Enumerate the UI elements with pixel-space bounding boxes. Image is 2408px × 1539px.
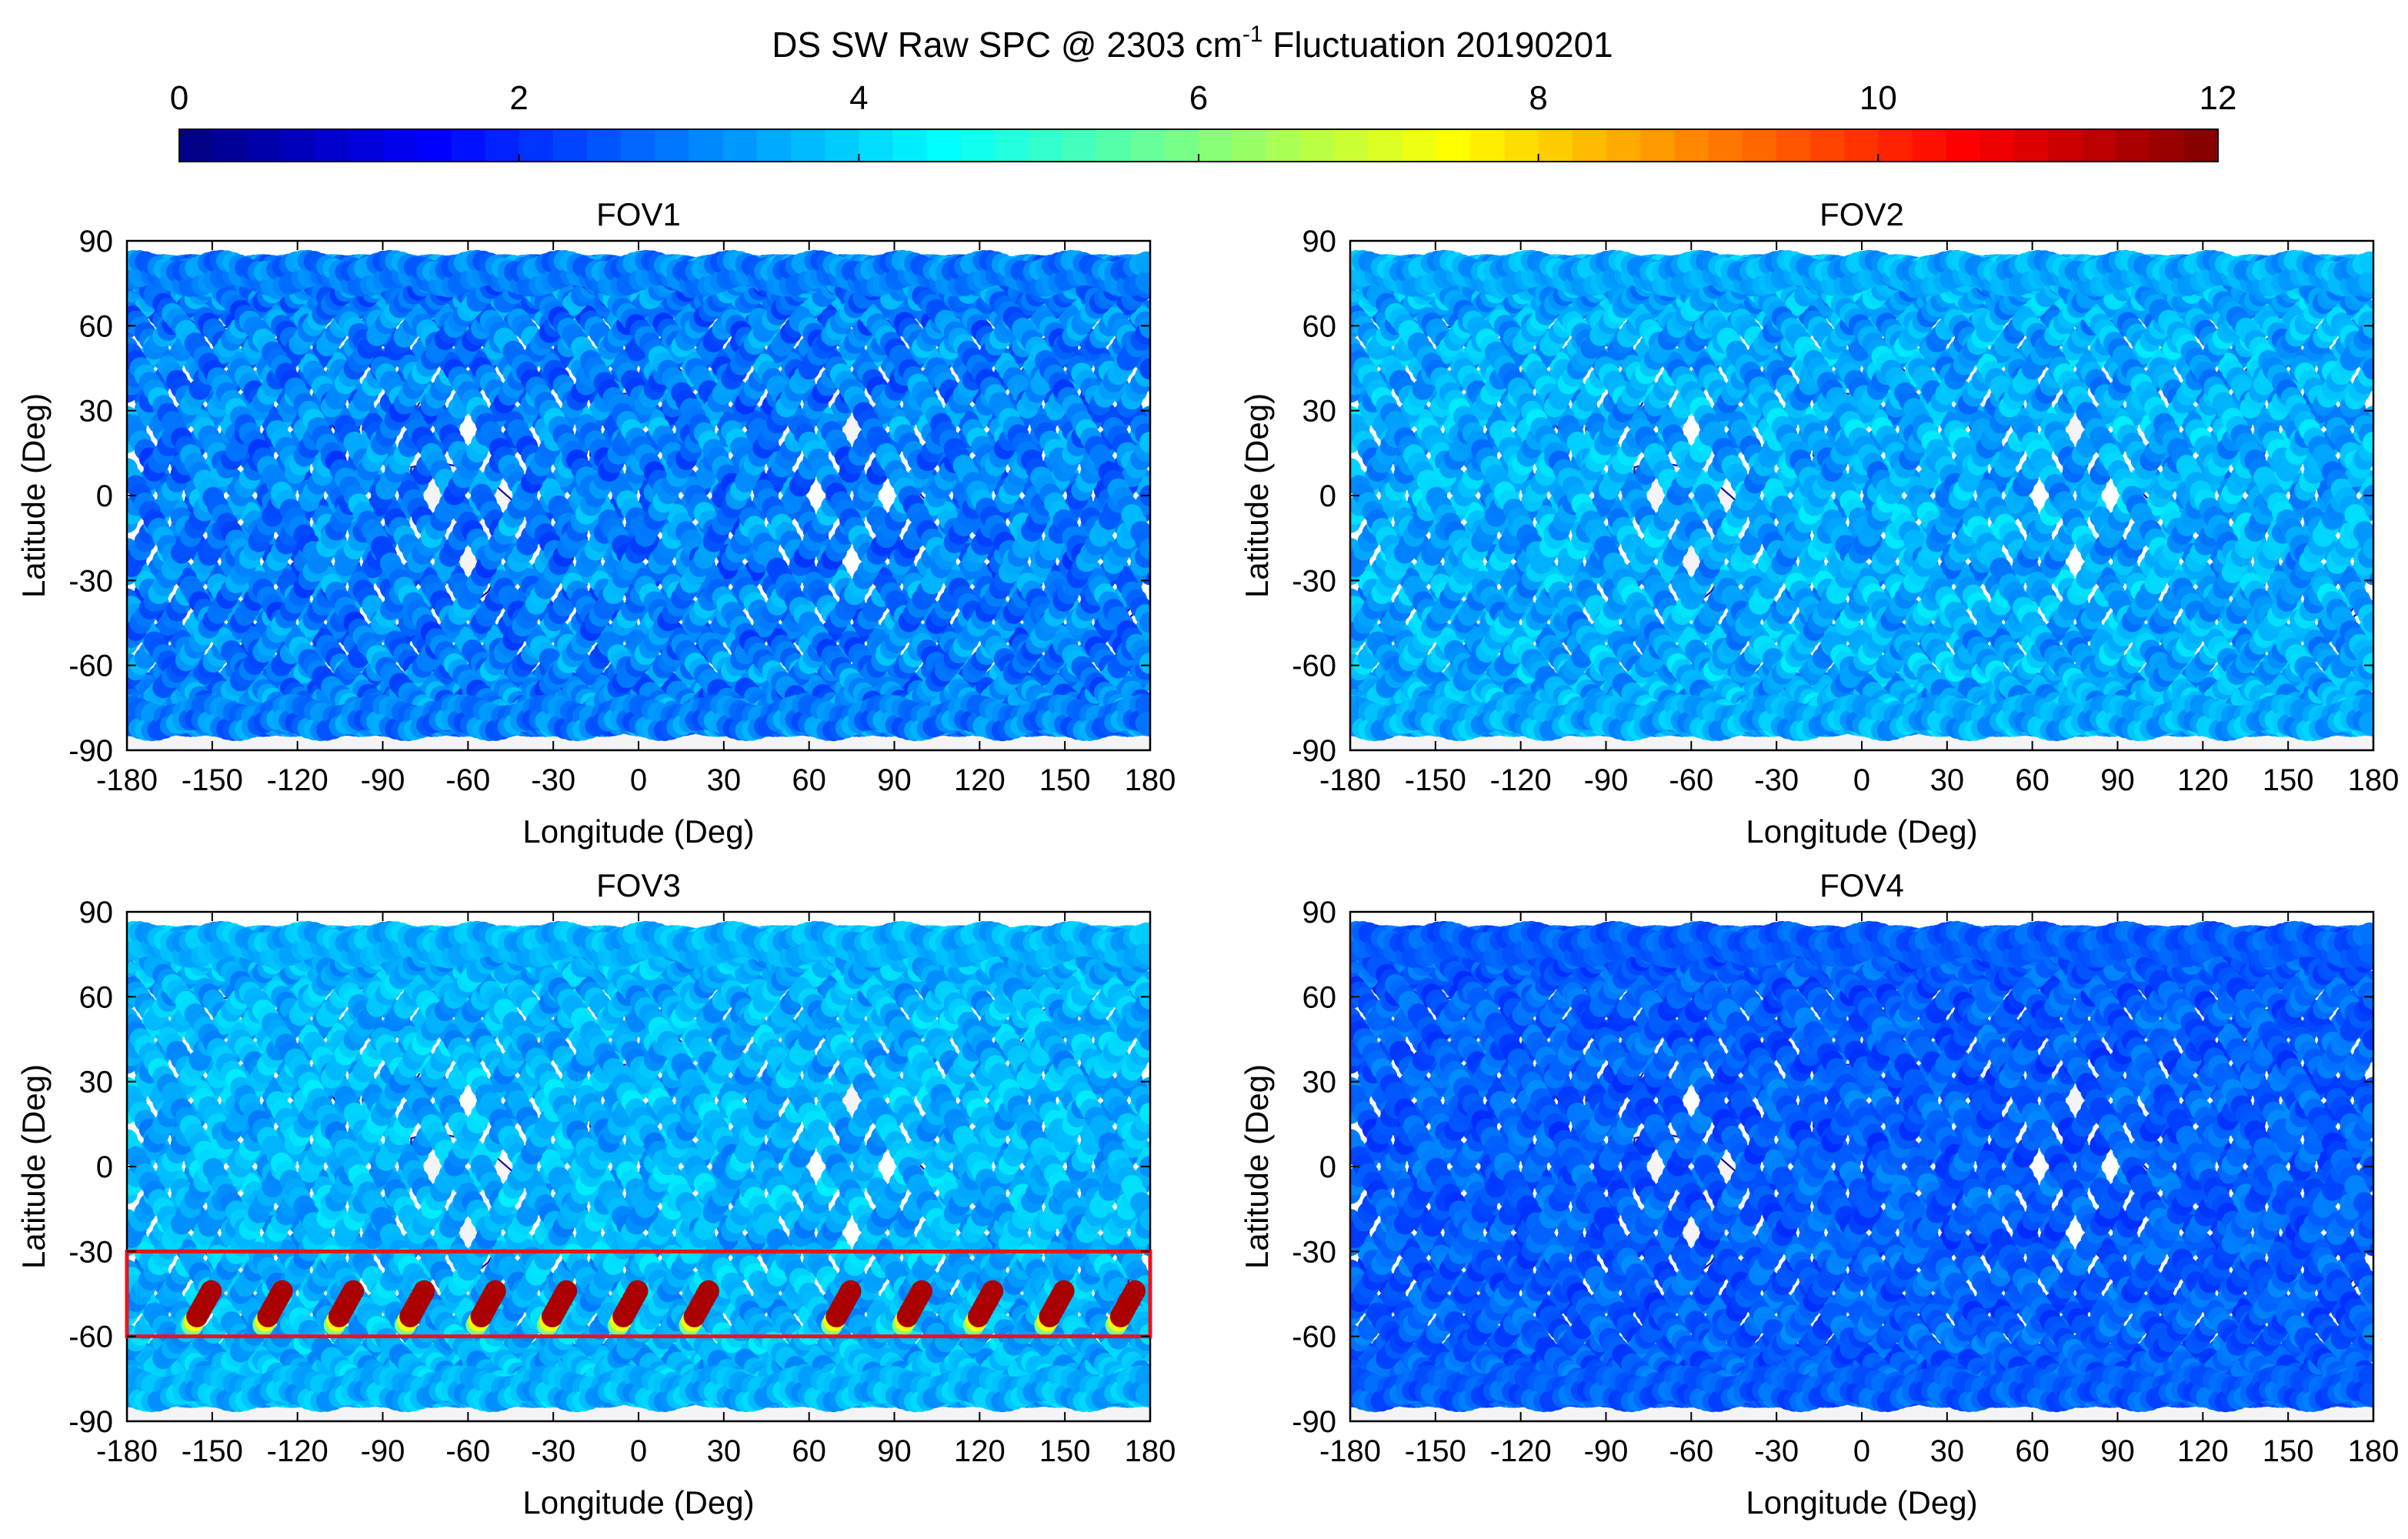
colorbar-segments [179,129,2219,162]
colorbar-segment [417,129,452,162]
colorbar-segment [247,129,282,162]
colorbar-segment [995,129,1029,162]
colorbar-tick-label: 4 [849,79,868,117]
colorbar-segment [485,129,520,162]
colorbar-segment [1708,129,1743,162]
colorbar-segment [315,129,350,162]
colorbar-segment [1300,129,1336,162]
colorbar-segment [2183,129,2219,162]
colorbar-segment [1742,129,1777,162]
colorbar-segment [1538,129,1573,162]
colorbar-tick-label: 6 [1189,79,1208,117]
colorbar-tick-label: 12 [2200,79,2237,117]
figure-title: DS SW Raw SPC @ 2303 cm-1 Fluctuation 20… [772,22,1613,65]
colorbar-segment [1504,129,1539,162]
colorbar-segment [1062,129,1098,162]
colorbar-ticks: 0 2 4 6 8 10 12 [170,79,2237,162]
colorbar-segment [383,129,418,162]
colorbar-segment [1979,129,2015,162]
orbit-tracks [127,249,1150,742]
colorbar-tick-label: 8 [1529,79,1547,117]
colorbar-segment [349,129,384,162]
colorbar-segment [1640,129,1675,162]
colorbar-segment [756,129,792,162]
colorbar-segment [621,129,655,162]
colorbar-segment [960,129,996,162]
colorbar-segment [655,129,690,162]
colorbar-segment [1470,129,1506,162]
colorbar-segment [1029,129,1063,162]
panel-title: FOV1 [596,196,681,232]
colorbar-segment [859,129,894,162]
colorbar-segment [1334,129,1369,162]
colorbar-tick-label: 0 [170,79,188,117]
colorbar-segment [1402,129,1437,162]
colorbar-segment [1810,129,1845,162]
colorbar-segment [892,129,928,162]
colorbar-segment [1232,129,1267,162]
colorbar-segment [1946,129,1981,162]
colorbar-segment [519,129,554,162]
colorbar-segment [1844,129,1879,162]
colorbar-segment [2082,129,2117,162]
colorbar-segment [451,129,486,162]
colorbar-segment [1776,129,1811,162]
colorbar-segment [1572,129,1607,162]
colorbar-segment [791,129,825,162]
colorbar-segment [552,129,588,162]
colorbar-segment [2150,129,2185,162]
colorbar-segment [1368,129,1403,162]
colorbar-segment [825,129,859,162]
colorbar-segment [1912,129,1947,162]
colorbar-segment [1266,129,1302,162]
colorbar-segment [2048,129,2083,162]
colorbar-segment [1130,129,1166,162]
colorbar-tick-label: 10 [1859,79,1897,117]
colorbar-segment [1436,129,1471,162]
colorbar-segment [689,129,724,162]
colorbar-segment [2116,129,2151,162]
colorbar-segment [2014,129,2049,162]
colorbar-tick-label: 2 [509,79,528,117]
colorbar-segment [587,129,622,162]
colorbar-segment [1606,129,1641,162]
colorbar-segment [1674,129,1709,162]
colorbar-segment [1199,129,1233,162]
colorbar-segment [1878,129,1913,162]
colorbar-segment [213,129,248,162]
colorbar-segment [926,129,962,162]
colorbar-segment [281,129,316,162]
colorbar-segment [1096,129,1132,162]
colorbar-segment [179,129,214,162]
panel-fov1: FOV1 -180 -150 -120 -90 -60 -30 0 30 60 90 120 150 1… [15,196,1176,850]
colorbar: 0 2 4 6 8 10 12 [170,79,2237,162]
colorbar-segment [1164,129,1199,162]
colorbar-segment [722,129,758,162]
